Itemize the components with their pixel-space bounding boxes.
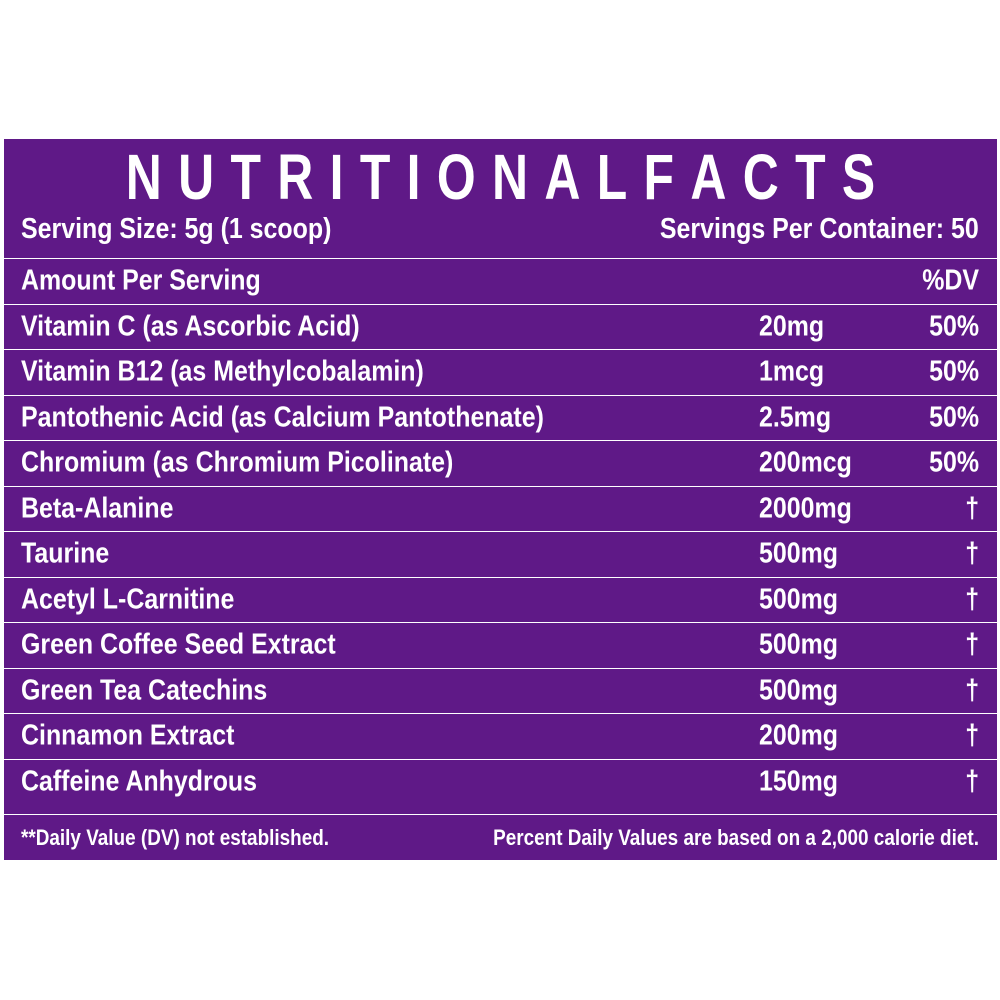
- nutrient-amount: 500mg: [759, 628, 839, 661]
- table-row: Vitamin C (as Ascorbic Acid) 20mg 50%: [4, 303, 997, 350]
- nutrient-amount: 500mg: [759, 583, 839, 616]
- nutrient-dv: †: [965, 583, 979, 616]
- title-letter: R: [277, 141, 314, 213]
- serving-size: Serving Size: 5g (1 scoop): [21, 212, 332, 245]
- table-row: Chromium (as Chromium Picolinate) 200mcg 5…: [4, 440, 997, 486]
- nutrient-name: Acetyl L-Carnitine: [21, 583, 235, 616]
- nutrient-dv: 50%: [929, 401, 979, 434]
- nutrient-name: Cinnamon Extract: [21, 719, 235, 752]
- title-letter: N: [125, 141, 162, 213]
- serving-info: Serving Size: 5g (1 scoop) Servings Per …: [21, 210, 979, 248]
- title-letter: I: [329, 141, 344, 213]
- nutrient-dv: †: [965, 628, 979, 661]
- nutrient-name: Vitamin B12 (as Methylcobalamin): [21, 355, 424, 388]
- title-letter: T: [230, 141, 261, 213]
- nutrient-dv: †: [965, 719, 979, 752]
- nutrient-amount: 500mg: [759, 537, 839, 570]
- table-row: Taurine 500mg †: [4, 531, 997, 577]
- nutrient-amount: 2.5mg: [759, 401, 832, 434]
- nutrient-name: Pantothenic Acid (as Calcium Pantothenat…: [21, 401, 544, 434]
- title-letter: L: [596, 141, 628, 213]
- title-letter: S: [841, 141, 876, 213]
- dv-column-label: %DV: [922, 264, 979, 297]
- nutrient-name: Taurine: [21, 537, 110, 570]
- table-row: Beta-Alanine 2000mg †: [4, 485, 997, 532]
- title-letter: T: [359, 141, 391, 213]
- table-header-row: Amount Per Serving %DV: [4, 258, 997, 304]
- title-letter: C: [742, 141, 779, 213]
- servings-per-container: Servings Per Container: 50: [660, 212, 979, 245]
- nutrient-dv: †: [965, 674, 979, 707]
- nutrient-amount: 150mg: [759, 765, 839, 798]
- nutrient-dv: 50%: [929, 446, 979, 479]
- title-letter: N: [491, 141, 529, 213]
- nutrient-amount: 1mcg: [759, 355, 825, 388]
- table-row: Green Tea Catechins 500mg †: [4, 667, 997, 714]
- nutrient-dv: †: [965, 492, 979, 525]
- nutrient-amount: 200mg: [759, 719, 839, 752]
- nutrient-dv: †: [965, 537, 979, 570]
- table-row: Cinnamon Extract 200mg †: [4, 713, 997, 759]
- nutrient-amount: 200mcg: [759, 446, 852, 479]
- footer-notes: **Daily Value (DV) not established. Perc…: [4, 814, 997, 860]
- nutrient-name: Chromium (as Chromium Picolinate): [21, 446, 454, 479]
- title-letter: F: [643, 141, 675, 213]
- nutrient-amount: 20mg: [759, 310, 825, 343]
- table-row: Green Coffee Seed Extract 500mg †: [4, 622, 997, 668]
- nutrient-dv: †: [965, 765, 979, 798]
- nutrient-name: Green Coffee Seed Extract: [21, 628, 336, 661]
- title-letter: I: [406, 141, 421, 213]
- table-row: Caffeine Anhydrous 150mg †: [4, 758, 997, 805]
- title-letter: O: [436, 141, 476, 213]
- nutrient-name: Green Tea Catechins: [21, 674, 268, 707]
- nutrient-name: Beta-Alanine: [21, 492, 174, 525]
- nutrient-amount: 500mg: [759, 674, 839, 707]
- table-row: Pantothenic Acid (as Calcium Pantothenat…: [4, 394, 997, 441]
- title-letter: A: [690, 141, 727, 213]
- footnote-daily-values: Percent Daily Values are based on a 2,00…: [493, 824, 979, 850]
- table-row: Acetyl L-Carnitine 500mg †: [4, 576, 997, 623]
- nutrient-name: Vitamin C (as Ascorbic Acid): [21, 310, 360, 343]
- nutrient-name: Caffeine Anhydrous: [21, 765, 258, 798]
- title-letter: U: [178, 141, 215, 213]
- table-row: Vitamin B12 (as Methylcobalamin) 1mcg 50%: [4, 349, 997, 395]
- nutrient-amount: 2000mg: [759, 492, 852, 525]
- nutrient-table: Amount Per Serving %DV Vitamin C (as Asc…: [4, 258, 997, 804]
- nutrient-dv: 50%: [929, 310, 979, 343]
- amount-per-serving-label: Amount Per Serving: [21, 264, 261, 297]
- title-letter: T: [795, 141, 826, 213]
- nutrient-dv: 50%: [929, 355, 979, 388]
- footnote-dv-not-established: **Daily Value (DV) not established.: [21, 824, 330, 850]
- title-letter: A: [544, 141, 581, 213]
